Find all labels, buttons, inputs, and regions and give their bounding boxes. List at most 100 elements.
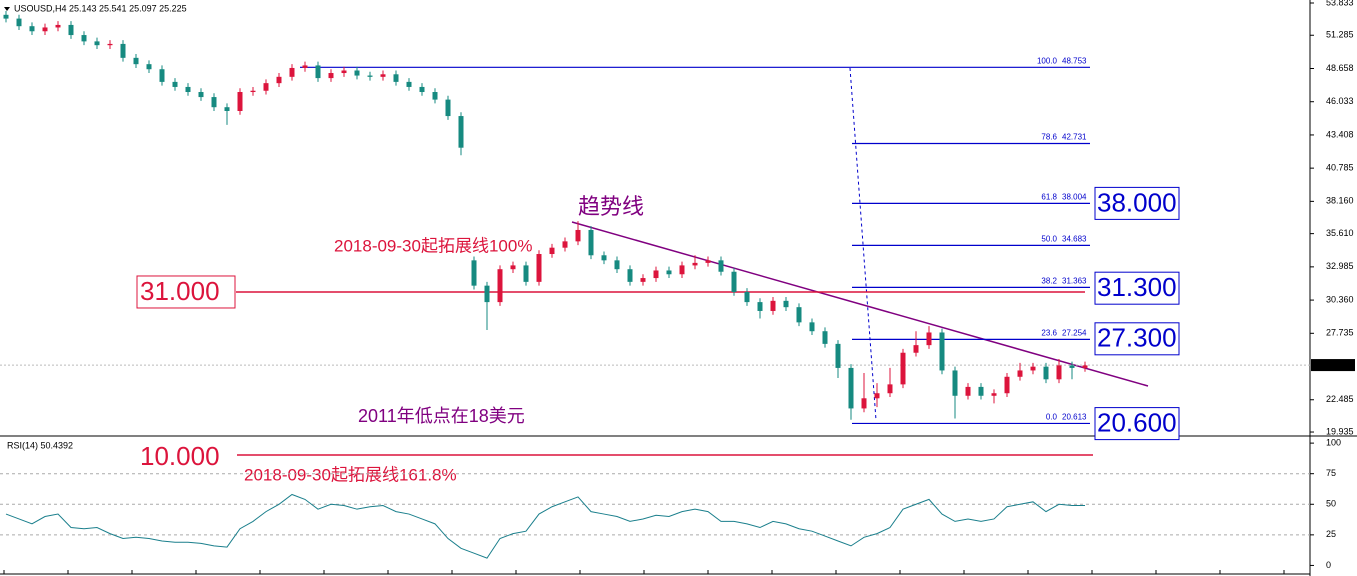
rsi-level-label: 10.000: [140, 441, 220, 471]
candle-body: [380, 74, 386, 77]
candle-body: [302, 65, 308, 68]
candle-body: [874, 393, 880, 399]
candle-body: [861, 398, 867, 409]
candle-body: [367, 75, 373, 77]
candle-body: [627, 269, 633, 282]
y-tick-label: 32.985: [1326, 261, 1354, 271]
candle-body: [471, 260, 477, 286]
candle-body: [497, 269, 503, 303]
menu-icon[interactable]: [4, 7, 10, 11]
candle-body: [1082, 365, 1088, 368]
candle-body: [549, 247, 555, 255]
candle-body: [120, 43, 126, 58]
candle-body: [198, 92, 204, 98]
candle-body: [406, 81, 412, 87]
candle-body: [653, 270, 659, 279]
y-tick-label: 22.485: [1326, 394, 1354, 404]
candle-body: [159, 69, 165, 82]
trend-label: 趋势线: [578, 194, 644, 219]
y-tick-label: 19.935: [1326, 426, 1354, 436]
candle-body: [354, 70, 360, 76]
level-box: [136, 275, 236, 309]
candle-body: [822, 331, 828, 344]
y-tick-label: 53.833: [1326, 0, 1354, 7]
candle-body: [341, 70, 347, 74]
price-box-label: 38.000: [1097, 187, 1177, 217]
price-box: [1094, 407, 1180, 441]
candle-body: [55, 24, 61, 28]
level-label: 31.000: [140, 276, 220, 306]
candle-body: [276, 76, 282, 84]
candle-body: [172, 81, 178, 87]
rsi-line: [5, 493, 1085, 559]
candle-body: [237, 92, 243, 111]
candle-body: [614, 260, 620, 270]
last-price-label: 25.225: [1325, 359, 1353, 369]
y-tick-label: 43.408: [1326, 129, 1354, 139]
candle-body: [744, 291, 750, 303]
y-tick-label: 48.658: [1326, 63, 1354, 73]
candle-body: [926, 332, 932, 346]
candle-body: [29, 26, 35, 32]
candle-body: [679, 265, 685, 275]
ext-label: 2018-09-30起拓展线100%: [334, 236, 532, 255]
rsi-ext-label: 2018-09-30起拓展线161.8%: [244, 465, 457, 484]
candle-body: [900, 352, 906, 385]
candle-body: [666, 270, 672, 275]
candle-body: [965, 386, 971, 396]
candle-body: [575, 229, 581, 242]
candle-body: [484, 285, 490, 303]
candle-body: [81, 35, 87, 42]
low-label: 2011年低点在18美元: [358, 406, 525, 426]
candle-body: [445, 99, 451, 117]
candle-body: [523, 265, 529, 282]
fib-level-name: 0.0: [1046, 413, 1058, 422]
candle-body: [1043, 366, 1049, 380]
fib-level-price: 34.683: [1062, 234, 1087, 243]
price-box-label: 20.600: [1097, 407, 1177, 437]
rsi-title: RSI(14) 50.4392: [7, 440, 73, 450]
y-tick-label: 75: [1326, 468, 1336, 478]
fib-level-name: 78.6: [1041, 133, 1057, 142]
y-tick-label: 46.033: [1326, 96, 1354, 106]
candle-body: [640, 278, 646, 282]
fib-level-price: 27.254: [1062, 329, 1087, 338]
chart-title: USOUSD,H4 25.143 25.541 25.097 25.225: [14, 3, 187, 13]
last-price-box: [1311, 359, 1355, 372]
candle-body: [328, 73, 334, 79]
fib-level-price: 42.731: [1062, 133, 1087, 142]
candle-body: [718, 260, 724, 272]
y-tick-label: 0: [1326, 560, 1331, 570]
candle-body: [913, 345, 919, 353]
candle-body: [1017, 370, 1023, 377]
price-box-label: 31.300: [1097, 272, 1177, 302]
fib-level-name: 38.2: [1041, 276, 1057, 285]
candle-body: [536, 254, 542, 282]
y-tick-label: 40.785: [1326, 163, 1354, 173]
candle-body: [250, 90, 256, 93]
candle-body: [991, 393, 997, 396]
price-box: [1094, 271, 1180, 305]
candle-body: [146, 64, 152, 70]
candle-body: [783, 300, 789, 308]
fib-level-name: 100.0: [1037, 56, 1058, 65]
candle-body: [510, 265, 516, 270]
fib-level-price: 38.004: [1062, 192, 1087, 201]
fib-level-name: 23.6: [1041, 329, 1057, 338]
candle-body: [1004, 376, 1010, 394]
candle-body: [848, 367, 854, 409]
candle-body: [133, 57, 139, 65]
candle-body: [705, 260, 711, 263]
fib-level-price: 20.613: [1062, 413, 1087, 422]
candle-body: [562, 241, 568, 248]
candle-body: [796, 307, 802, 323]
candle-body: [224, 107, 230, 111]
candle-body: [601, 255, 607, 261]
candle-body: [16, 18, 22, 27]
candle-body: [289, 67, 295, 77]
price-box: [1094, 186, 1180, 220]
candle-body: [211, 97, 217, 108]
candle-body: [809, 322, 815, 332]
candle-body: [692, 262, 698, 266]
